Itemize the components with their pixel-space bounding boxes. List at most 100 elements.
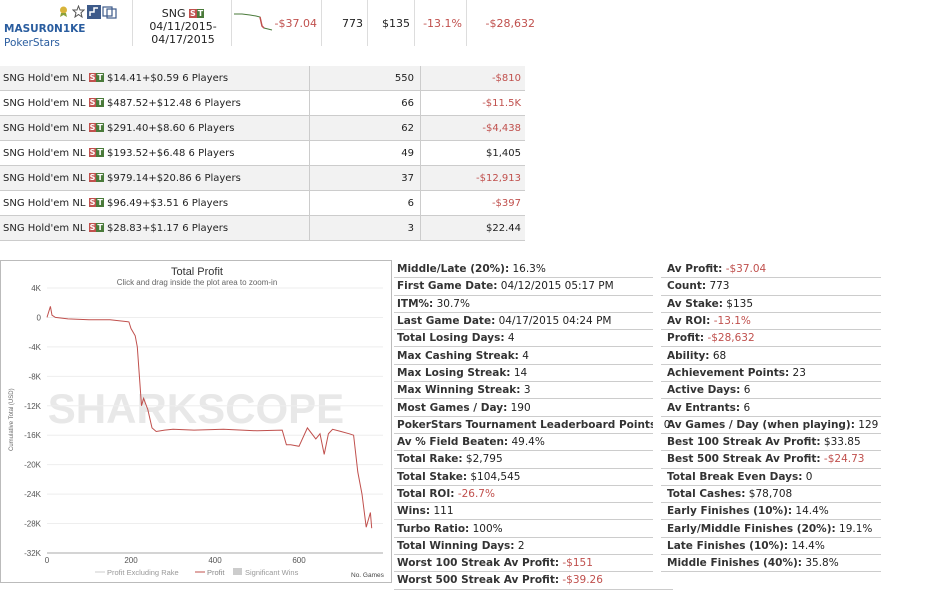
- stat-value: $78,708: [748, 488, 793, 500]
- award-icon[interactable]: [57, 5, 70, 18]
- stat-value: -$151: [562, 557, 593, 570]
- stat-value: 14.4%: [795, 505, 829, 518]
- stat-cell: Ability: 68: [664, 346, 882, 365]
- stat-value: 23: [792, 366, 806, 379]
- date-from: 04/11/2015-: [149, 20, 217, 33]
- stat-row: Wins: 111: [394, 502, 674, 521]
- stat-cell: Turbo Ratio: 100%: [394, 519, 674, 538]
- stat-cell: Active Days: 6: [664, 381, 882, 400]
- stat-cell: Total ROI: -26.7%: [394, 485, 674, 504]
- stat-label: Av Games / Day (when playing):: [667, 418, 855, 431]
- divider: [231, 0, 232, 46]
- stat-cell: Total Cashes: $78,708: [664, 485, 882, 504]
- profit-chart[interactable]: SHARKSCOPE 4K 0 -4K -8K -12K -16K -20K -24K -28K…: [0, 260, 392, 583]
- stat-cell: Worst 500 Streak Av Profit: -$39.26: [394, 571, 674, 590]
- stat-label: Av % Field Beaten:: [397, 436, 509, 449]
- stat-label: Best 500 Streak Av Profit:: [667, 453, 821, 466]
- x-tick-label: 0: [45, 556, 50, 565]
- stat-cell: Early/Middle Finishes (20%): 19.1%: [664, 519, 882, 538]
- chart-legend: Profit Excluding Rake Profit Significant…: [95, 568, 299, 577]
- game-count: 6: [309, 190, 421, 216]
- stat-cell: Av % Field Beaten: 49.4%: [394, 433, 674, 452]
- stat-label: Max Cashing Streak:: [397, 349, 519, 362]
- game-name: SNG Hold'em NL: [3, 72, 86, 84]
- stat-row: Early Finishes (10%): 14.4%: [664, 502, 882, 521]
- stat-label: ITM%:: [397, 297, 434, 310]
- game-stake: $979.14+$20.86 6 Players: [107, 172, 241, 184]
- spacer: [653, 261, 661, 583]
- stat-cell: Av Games / Day (when playing): 129: [664, 416, 882, 434]
- game-stake: $193.52+$6.48 6 Players: [107, 147, 235, 159]
- stat-label: Av Entrants:: [667, 401, 741, 414]
- stat-value: $104,545: [470, 470, 521, 483]
- stat-value: 30.7%: [436, 297, 470, 310]
- stat-row: Profit: -$28,632: [664, 329, 882, 348]
- stat-cell: Total Losing Days: 4: [394, 329, 674, 348]
- y-tick-label: -8K: [29, 372, 42, 381]
- stat-cell: Av Profit: -$37.04: [664, 261, 882, 279]
- network-name[interactable]: PokerStars: [4, 37, 60, 49]
- game-stake: $14.41+$0.59 6 Players: [107, 72, 229, 84]
- stat-label: Early/Middle Finishes (20%):: [667, 522, 836, 535]
- game-name: SNG Hold'em NL: [3, 197, 86, 209]
- stat-label: Total Cashes:: [667, 488, 746, 500]
- stat-value: -$28,632: [707, 332, 755, 345]
- stat-value: 16.3%: [512, 263, 546, 276]
- chart-subtitle: Click and drag inside the plot area to z…: [117, 278, 278, 287]
- y-tick-label: -12K: [24, 402, 42, 411]
- x-axis-note: No. Games: [351, 572, 385, 579]
- stat-cell: ITM%: 30.7%: [394, 295, 674, 313]
- stat-value: 100%: [472, 522, 503, 535]
- stat-label: Count:: [667, 280, 707, 293]
- y-tick-label: 0: [37, 313, 42, 322]
- y-tick-label: -28K: [24, 520, 42, 529]
- legend-significant-wins[interactable]: Significant Wins: [245, 568, 299, 577]
- profit-sparkline: [234, 13, 273, 31]
- legend-marker: [233, 568, 242, 575]
- stat-row: Middle/Late (20%): 16.3%: [394, 261, 674, 279]
- legend-profit[interactable]: Profit: [207, 568, 225, 577]
- player-name[interactable]: MASUR0N1KE: [4, 23, 86, 35]
- legend-profit-excl-rake[interactable]: Profit Excluding Rake: [107, 568, 179, 577]
- stat-label: First Game Date:: [397, 280, 498, 293]
- stat-cell: Total Rake: $2,795: [394, 450, 674, 469]
- star-icon[interactable]: [71, 4, 86, 19]
- game-profit: -$397: [420, 190, 525, 216]
- stat-label: Most Games / Day:: [397, 401, 508, 414]
- stat-value: -26.7%: [457, 488, 495, 500]
- stat-cell: Total Break Even Days: 0: [664, 468, 882, 486]
- game-profit: -$810: [420, 66, 525, 91]
- player-icons: [57, 4, 117, 19]
- stat-label: Total Stake:: [397, 470, 468, 483]
- tree-icon[interactable]: [87, 5, 101, 19]
- game-name: SNG Hold'em NL: [3, 172, 86, 184]
- stat-value: $135: [726, 297, 754, 310]
- stat-value: -$39.26: [562, 574, 603, 587]
- stat-label: Av Stake:: [667, 297, 723, 310]
- stat-cell: Max Cashing Streak: 4: [394, 346, 674, 365]
- stat-label: PokerStars Tournament Leaderboard Points…: [397, 418, 661, 431]
- profit-chart-svg[interactable]: SHARKSCOPE 4K 0 -4K -8K -12K -16K -20K -24K -28K…: [1, 261, 391, 582]
- stats-table-right: Av Profit: -$37.04 Count: 773 Av Stake: $1…: [664, 261, 882, 573]
- stat-cell: Av Entrants: 6: [664, 398, 882, 417]
- compare-icon[interactable]: [102, 5, 117, 19]
- stat-value: 0: [805, 470, 813, 483]
- stat-row: Av Stake: $135: [664, 295, 882, 313]
